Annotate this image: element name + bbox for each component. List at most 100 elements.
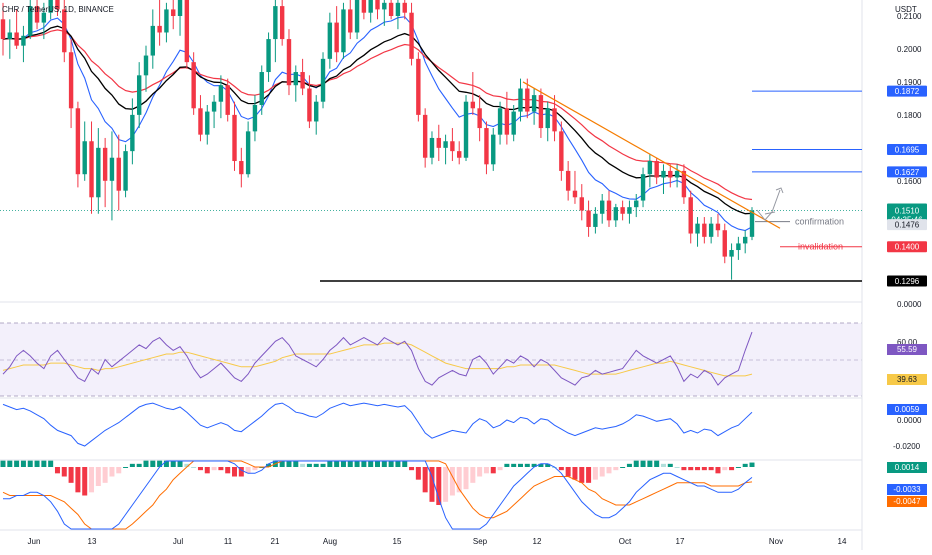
macd-histogram-bar [286,460,292,467]
candle-down [688,197,693,234]
macd-histogram-bar [490,467,496,474]
candle-down [184,0,190,63]
candle-down [191,62,196,109]
macd-histogram-bar [681,467,687,471]
candle-up [531,95,537,112]
macd-line-text: -0.0033 [893,485,921,494]
candle-up [491,134,496,165]
macd-histogram-bar [409,467,415,471]
candle-up [177,0,183,16]
macd-histogram-bar [463,467,469,490]
candle-down [654,161,659,178]
candle-down [409,12,414,59]
ema-fast-line [2,16,753,232]
candle-up [143,55,149,76]
macd-signal-badge [887,496,927,507]
candle-down [715,223,721,231]
candle-down [579,197,584,211]
x-tick-label: Jul [173,537,183,546]
candle-up [327,22,333,59]
badge-0-1872 [887,85,927,97]
candle-down [34,6,40,23]
candle-up [511,111,516,135]
candle-up [463,101,469,158]
macd-signal-text: -0.0047 [893,497,921,506]
osc-level-label: -0.0200 [893,442,921,451]
candle-up [640,174,646,201]
y-tick-label: 0.1900 [897,78,922,87]
candle-down [225,85,230,115]
macd-histogram-bar [361,460,367,467]
candle-up [123,151,128,191]
osc-zero-label: 0.0000 [897,416,922,425]
candle-down [525,88,530,112]
candle-down [171,9,176,16]
candle-down [457,151,462,158]
macd-histogram-bar [293,460,299,467]
chart-title: CHR / TetherUS, 1D, BINANCE [2,5,114,14]
macd-histogram-bar [613,467,619,471]
macd-histogram-bar [449,467,455,496]
candle-up [259,72,264,105]
macd-histogram-bar [129,463,135,467]
ema-slow-line [2,25,753,215]
candle-up [736,243,741,251]
macd-histogram-bar [701,467,707,471]
candle-down [586,210,591,227]
x-tick-label: Oct [619,537,632,546]
projection-path [756,189,781,221]
candle-up [41,12,47,23]
candle-up [695,223,700,234]
macd-histogram-bar [306,463,312,467]
projection-arrowhead [775,187,784,194]
macd-histogram-bar [633,460,639,467]
rsi-ma-badge [887,374,927,385]
x-tick-label: 13 [88,537,97,546]
badge-0-1695-text: 0.1695 [895,145,920,154]
candle-up [293,72,298,86]
x-tick-label: Jun [28,537,41,546]
candle-up [395,2,401,17]
candle-down [422,114,428,158]
macd-histogram-bar [313,463,319,467]
macd-histogram-bar [368,460,374,467]
candle-up [48,0,53,13]
candle-down [402,2,407,13]
candle-down [239,161,244,175]
macd-histogram-bar [579,467,585,483]
candle-up [252,104,258,132]
macd-signal-line [2,460,753,530]
candle-down [477,108,482,129]
badge-0-1627-text: 0.1627 [895,168,920,177]
macd-histogram-bar [20,460,26,467]
macd-histogram-bar [191,467,197,468]
candle-down [538,95,544,129]
candle-up [708,223,714,237]
macd-histogram-bar [483,467,489,474]
candle-down [552,108,557,132]
macd-line-badge [887,484,927,495]
macd-histogram-bar [0,460,6,467]
macd-histogram-bar [347,460,353,467]
candle-down [620,207,625,214]
candle-up [613,207,619,221]
macd-hist-badge [887,462,927,473]
candle-up [634,200,639,208]
macd-histogram-bar [470,467,476,483]
candle-up [96,147,101,198]
macd-histogram-bar [538,463,544,467]
candle-up [749,210,755,237]
candle-up [273,6,278,40]
candle-up [266,39,271,73]
candle-up [130,114,135,152]
macd-histogram-bar [136,463,142,467]
candle-up [320,58,326,102]
macd-histogram-bar [422,467,428,493]
macd-histogram-bar [102,467,108,483]
macd-histogram-bar [109,467,115,477]
macd-histogram-bar [266,463,272,467]
macd-histogram-bar [211,467,217,471]
badge-0-1695 [887,143,927,155]
candle-down [198,108,203,135]
